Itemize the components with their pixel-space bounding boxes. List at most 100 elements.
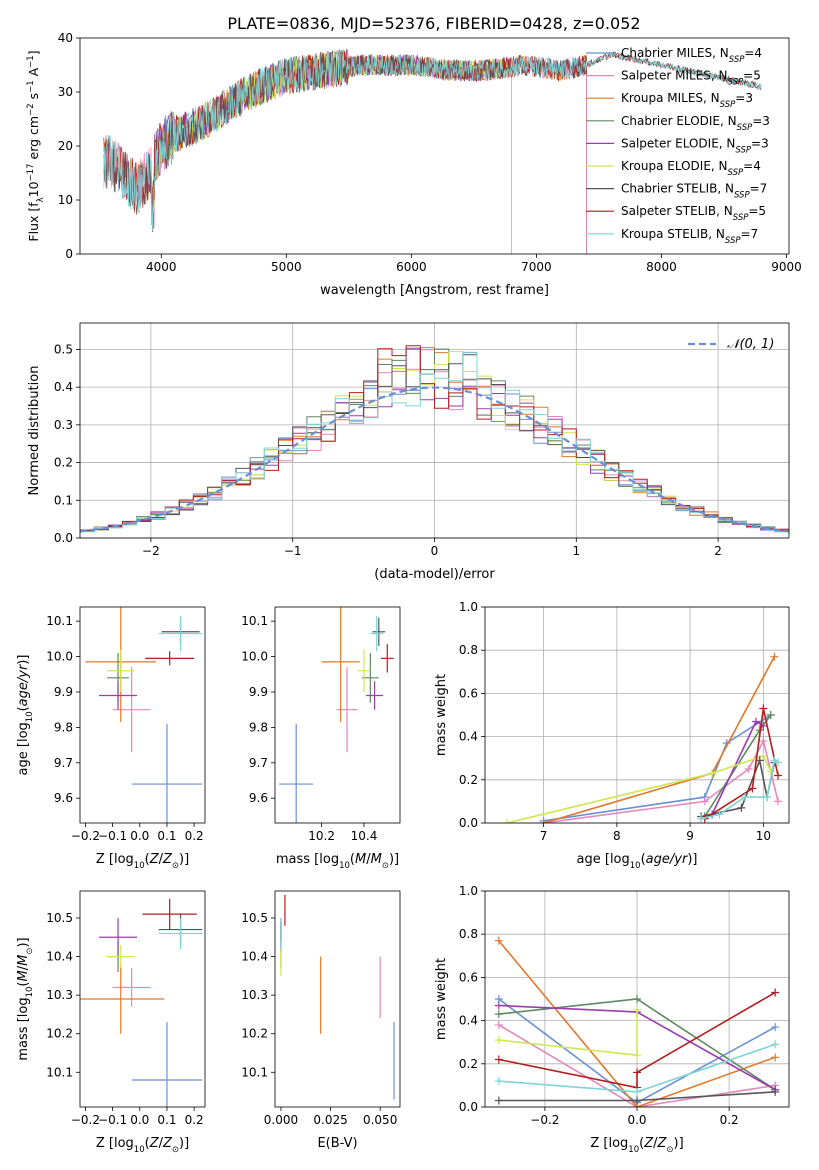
series-marker-kroupa-stelib [697,814,706,823]
series-marker-kroupa-elodie [766,767,775,776]
x-tick-label: 0.2 [185,829,204,843]
label-part: ) [179,852,184,867]
axes-age_vs_mass: 10.2 10.4 9.6 9.7 9.8 9.9 10.0 10.1 [241,614,377,843]
y-tick-label: 10.1 [241,1065,268,1079]
label-part: ( [16,706,31,711]
series-marker-chabrier-stelib [494,1096,503,1105]
axes-mass_vs_ebv: 0.000 0.025 0.050 10.1 10.2 10.3 10.4 10.5 [241,911,397,1127]
label-part: Kroupa STELIB, N [621,227,725,241]
y-tick-label: 20 [58,139,73,153]
label-part: ] [16,655,31,660]
x-tick-label: −0.1 [98,1113,127,1127]
series-marker-chabrier-stelib [737,803,746,812]
series-marker-chabrier-stelib [633,1096,641,1105]
label-part: SSP [729,55,745,65]
series-line-chabrier-miles [543,714,772,822]
label-part: mass [ [16,1017,31,1060]
x-tick-label: 0.0 [627,1113,646,1127]
label-part: ) [687,852,692,867]
axes-spectrum: 4000 5000 6000 7000 8000 9000 0 10 20 30 40 [58,31,802,274]
y-tick-label: 10.0 [241,650,268,664]
errorbar-salpeter-elodie [366,681,384,710]
y-tick-label: 0.4 [459,730,478,744]
errorbar-chabrier-miles [131,1022,203,1107]
label-part: log [608,1136,628,1151]
series-marker-salpeter-stelib [633,1068,641,1077]
label-part: Salpeter MILES, N [621,69,728,83]
label-part: =3 [752,114,770,128]
spectrum-frame [79,37,790,255]
label-part: Z [643,1136,654,1151]
label-part: SSP [720,100,736,110]
errorbar-salpeter-miles [336,667,358,753]
y-tick-label: 10.2 [241,1027,268,1041]
label-part: erg cm [26,116,41,164]
x-tick-label: 10.4 [351,829,378,843]
label-part: log [16,997,31,1017]
errorbar-salpeter-miles [112,667,151,753]
x-tick-label: 0.2 [185,1113,204,1127]
label-part: M [355,852,366,867]
label-part: ⊙ [25,948,35,955]
mass_vs_Z-xlabel: Z [log10(Z/Z⊙)] [96,1136,189,1155]
legend-label-salpeter-elodie: Salpeter ELODIE, NSSP=3 [621,136,769,155]
series-line-kroupa-elodie [506,755,772,823]
label-part: ] [184,1136,189,1151]
label-part: =5 [743,69,761,83]
label-part: Kroupa ELODIE, N [621,159,728,173]
axes-mass_vs_Z: −0.2−0.1 0.0 0.1 0.2 10.1 10.2 10.3 10.4 10.5 [46,911,203,1127]
series-marker-salpeter-stelib [771,988,780,997]
errorbar-salpeter-stelib [142,898,197,930]
x-tick-label: 8 [613,829,621,843]
x-tick-label: 7 [540,829,548,843]
series-marker-kroupa-stelib [715,810,724,819]
label-part: Salpeter ELODIE, N [621,136,735,150]
y-tick-label: 10.1 [46,1065,73,1079]
series-line-kroupa-miles [498,940,776,1107]
y-tick-label: 0.4 [459,1014,478,1028]
series-marker-kroupa-miles [771,1053,780,1062]
label-part: ) [179,1136,184,1151]
label-part: 10 [134,1145,145,1155]
label-part: Z [149,1136,160,1151]
lines-weight_vs_Z [494,936,780,1107]
y-tick-label: 0.0 [54,531,73,545]
points-mass_vs_ebv [280,894,395,1100]
x-tick-label: 0.000 [264,1113,298,1127]
errorbar-chabrier-miles [131,723,203,823]
label-part: log [114,852,134,867]
y-tick-label: 9.7 [249,756,268,770]
label-part: =7 [750,182,768,196]
label-part: SSP [735,145,751,155]
label-part: ( [145,1136,150,1151]
series-marker-salpeter-miles [494,1020,503,1029]
x-tick-label: −1 [284,544,302,558]
y-tick-label: 0.6 [459,686,478,700]
label-part: 10 [26,181,41,197]
x-tick-label: 8000 [646,260,677,274]
label-part: SSP [737,123,753,133]
label-part: age [ [577,852,610,867]
spectrum-lines [103,48,762,254]
x-tick-label: 0.0 [130,1113,149,1127]
y-tick-label: 9.9 [54,685,73,699]
series-marker-kroupa-miles [539,819,548,823]
series-marker-salpeter-miles [759,736,768,745]
errorbar-chabrier-elodie [361,653,379,703]
y-tick-label: 1.0 [459,600,478,614]
mass_vs_ebv-frame [274,890,401,1108]
errorbar-kroupa-stelib [158,918,203,949]
label-part: 10 [25,711,35,722]
errorbar-kroupa-elodie [357,649,371,692]
series-marker-kroupa-stelib [771,1040,780,1049]
y-tick-label: 0.8 [459,643,478,657]
label-part: ] [692,852,697,867]
x-tick-label: 6000 [396,260,427,274]
label-part: −1 [26,80,36,93]
label-part: −17 [26,163,36,181]
label-part: ⊙ [172,861,179,871]
series-marker-kroupa-stelib [494,1077,503,1086]
label-part: SSP [728,168,744,178]
series-marker-kroupa-miles [770,652,779,661]
x-tick-label: 0.1 [157,1113,176,1127]
